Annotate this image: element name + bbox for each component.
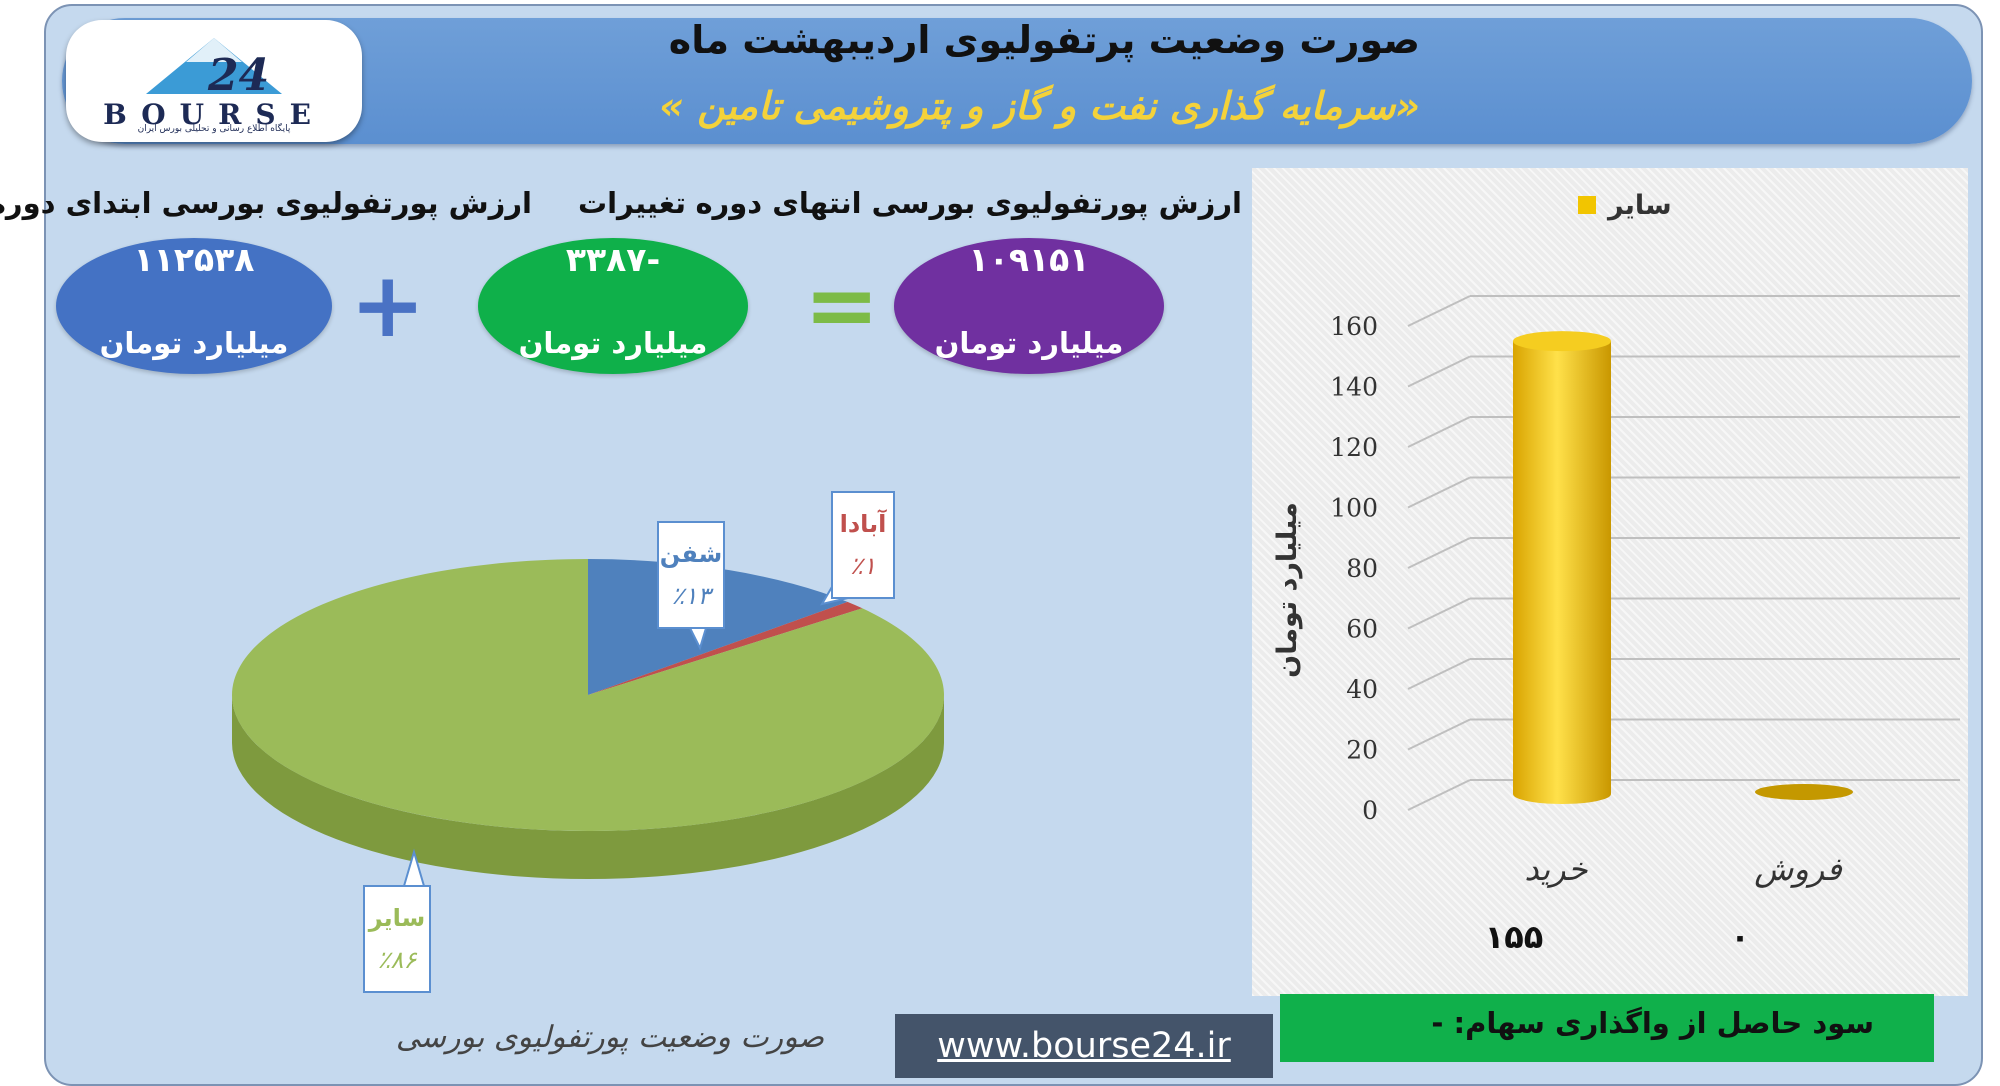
change-value-badge: -۳۳۸۷ میلیارد تومان — [478, 238, 748, 374]
pie-label-name: شفن — [660, 540, 722, 568]
logo-mountain-icon: 24 — [146, 38, 282, 101]
pie-label-percent: ٪۱۳ — [672, 582, 715, 610]
legend-swatch — [1578, 196, 1596, 214]
y-tick-label: 40 — [1346, 675, 1378, 704]
gridline-diag — [1407, 779, 1471, 811]
pie-slice-abada — [588, 601, 863, 695]
end-unit: میلیارد تومان — [934, 326, 1124, 360]
legend-label: سایر — [1606, 190, 1672, 221]
gridline-diag — [1407, 416, 1471, 448]
gridline-diag — [1407, 658, 1471, 690]
logo-number: 24 — [207, 50, 269, 101]
logo-tagline: پایگاه اطلاع رسانی و تحلیلی بورس ایران — [137, 124, 291, 134]
y-tick-label: 0 — [1362, 796, 1378, 825]
pie-label-shefan: شفن ٪۱۳ — [657, 521, 725, 651]
start-value: ۱۱۲۵۳۸ — [133, 240, 255, 279]
pie-caption: صورت وضعیت پورتفولیوی بورسی — [395, 1020, 825, 1055]
gridline-diag — [1407, 537, 1471, 569]
y-tick-label: 80 — [1346, 554, 1378, 583]
pie-side-wall — [232, 695, 944, 879]
y-tick-label: 120 — [1330, 433, 1378, 462]
website-box[interactable]: www.bourse24.ir — [895, 1014, 1273, 1078]
page-subtitle: «سرمایه گذاری نفت و گاز و پتروشیمی تامین… — [659, 84, 1420, 128]
start-unit: میلیارد تومان — [99, 326, 289, 360]
pie-label-abada: آبادا ٪۱ — [819, 491, 895, 606]
gridline-diag — [1407, 295, 1471, 327]
y-axis-label: میلیارد تومان — [1272, 502, 1303, 678]
header-banner — [62, 18, 1972, 144]
profit-banner: سود حاصل از واگذاری سهام: - — [1280, 994, 1934, 1062]
x-tick-label: خرید — [1524, 850, 1587, 888]
gridline-diag — [1407, 597, 1471, 630]
bar-1 — [1755, 784, 1853, 800]
start-value-label: ارزش پورتفولیوی بورسی ابتدای دوره — [0, 186, 532, 220]
logo-brand: BOURSE — [103, 98, 325, 131]
y-tick-label: 60 — [1346, 615, 1378, 644]
pie-label-percent: ٪۱ — [850, 552, 876, 580]
bar-0 — [1513, 341, 1611, 804]
website-link[interactable]: www.bourse24.ir — [937, 1026, 1231, 1066]
pie-label-other: سایر ٪۸۶ — [363, 848, 431, 993]
pie-label-name: سایر — [368, 904, 426, 932]
pie-label-percent: ٪۸۶ — [378, 946, 418, 974]
equals-icon: = — [804, 253, 880, 358]
profit-text: سود حاصل از واگذاری سهام: - — [1431, 1006, 1874, 1040]
change-value: -۳۳۸۷ — [565, 240, 661, 279]
bar-top-0 — [1513, 331, 1611, 352]
gridline-diag — [1407, 718, 1471, 751]
end-value-badge: ۱۰۹۱۵۱ میلیارد تومان — [894, 238, 1164, 374]
plus-icon: + — [350, 253, 426, 358]
change-label: تغییرات — [577, 186, 687, 220]
logo[interactable]: 24 BOURSE پایگاه اطلاع رسانی و تحلیلی بو… — [66, 20, 362, 142]
category-value: ۰ — [1730, 918, 1750, 956]
y-tick-label: 160 — [1330, 312, 1378, 341]
pie-slice-other — [232, 559, 945, 831]
y-tick-label: 20 — [1346, 736, 1378, 765]
end-value: ۱۰۹۱۵۱ — [968, 240, 1090, 279]
y-tick-label: 100 — [1330, 494, 1378, 523]
pie-label-name: آبادا — [840, 509, 888, 538]
x-tick-label: فروش — [1754, 850, 1842, 888]
category-value: ۱۵۵ — [1485, 918, 1544, 956]
start-value-badge: ۱۱۲۵۳۸ میلیارد تومان — [56, 238, 332, 374]
gridline-diag — [1407, 476, 1471, 509]
change-unit: میلیارد تومان — [518, 326, 708, 360]
end-value-label: ارزش پورتفولیوی بورسی انتهای دوره — [695, 186, 1242, 220]
y-tick-label: 140 — [1330, 373, 1378, 402]
page-title: صورت وضعیت پرتفولیوی اردیبهشت ماه — [668, 18, 1420, 62]
gridline-diag — [1407, 355, 1471, 388]
